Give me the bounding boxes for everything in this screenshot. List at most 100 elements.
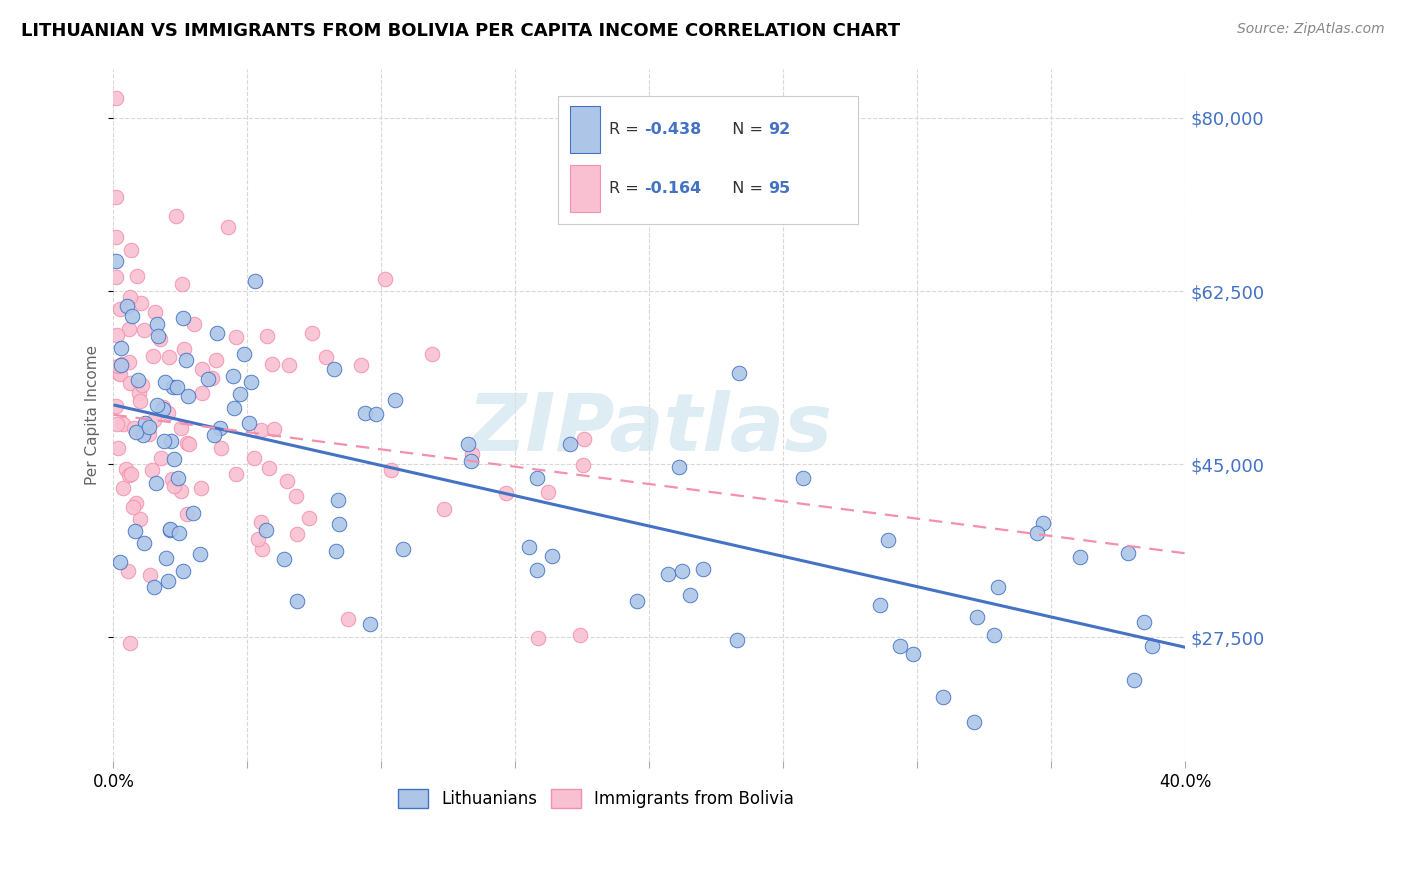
Point <box>115 300 138 314</box>
Point <box>149 332 172 346</box>
Point <box>263 422 285 436</box>
Point <box>285 593 308 607</box>
Point <box>118 355 141 369</box>
Point <box>692 562 714 576</box>
Point <box>146 398 169 412</box>
Point <box>132 535 155 549</box>
Point <box>337 612 360 626</box>
Point <box>301 326 323 341</box>
Point <box>359 616 381 631</box>
Point <box>540 549 562 563</box>
Point <box>1069 550 1091 565</box>
Point <box>159 522 181 536</box>
Point <box>172 565 194 579</box>
Point <box>569 628 592 642</box>
Point <box>671 564 693 578</box>
Point <box>201 371 224 385</box>
Point <box>107 359 129 373</box>
Point <box>111 357 134 371</box>
Point <box>572 432 595 446</box>
Point <box>225 467 247 482</box>
Point <box>159 523 181 537</box>
Point <box>460 453 482 467</box>
Point <box>127 373 149 387</box>
Point <box>177 436 200 450</box>
Point <box>558 437 581 451</box>
Text: LITHUANIAN VS IMMIGRANTS FROM BOLIVIA PER CAPITA INCOME CORRELATION CHART: LITHUANIAN VS IMMIGRANTS FROM BOLIVIA PE… <box>21 22 900 40</box>
Point <box>250 423 273 437</box>
Point <box>869 598 891 612</box>
Point <box>188 547 211 561</box>
Point <box>249 515 271 529</box>
Point <box>1032 516 1054 531</box>
Point <box>120 290 142 304</box>
Point <box>966 609 988 624</box>
Point <box>983 627 1005 641</box>
Point <box>138 567 160 582</box>
Point <box>209 442 232 456</box>
Point <box>725 633 748 648</box>
Text: Source: ZipAtlas.com: Source: ZipAtlas.com <box>1237 22 1385 37</box>
Point <box>105 190 128 204</box>
Point <box>285 489 308 503</box>
Point <box>134 416 156 430</box>
Point <box>143 413 166 427</box>
Point <box>124 524 146 538</box>
Point <box>129 512 152 526</box>
Point <box>217 220 239 235</box>
Point <box>155 551 177 566</box>
Point <box>138 427 160 442</box>
Point <box>166 380 188 394</box>
Point <box>457 437 479 451</box>
Point <box>205 326 228 340</box>
Point <box>245 274 267 288</box>
Point <box>105 91 128 105</box>
Point <box>153 375 176 389</box>
Point <box>197 372 219 386</box>
Point <box>202 428 225 442</box>
Point <box>167 525 190 540</box>
Point <box>110 341 132 355</box>
Point <box>138 420 160 434</box>
Point <box>298 510 321 524</box>
Point <box>150 450 173 465</box>
Point <box>932 690 955 705</box>
Point <box>173 342 195 356</box>
Point <box>128 386 150 401</box>
Point <box>229 386 252 401</box>
Point <box>526 563 548 577</box>
Point <box>152 401 174 415</box>
Point <box>384 393 406 408</box>
Point <box>121 309 143 323</box>
Point <box>152 434 174 449</box>
Point <box>107 328 129 343</box>
Point <box>105 254 128 268</box>
Point <box>222 401 245 416</box>
Point <box>118 376 141 391</box>
Point <box>353 406 375 420</box>
Point <box>380 463 402 477</box>
Text: ZIPatlas: ZIPatlas <box>467 390 832 467</box>
Point <box>145 476 167 491</box>
Point <box>495 485 517 500</box>
Point <box>391 542 413 557</box>
Point <box>963 714 986 729</box>
Point <box>169 421 191 435</box>
Point <box>190 481 212 495</box>
Point <box>1025 526 1047 541</box>
Point <box>174 352 197 367</box>
Point <box>877 533 900 547</box>
Point <box>987 580 1010 594</box>
Point <box>1142 639 1164 653</box>
Point <box>315 350 337 364</box>
Point <box>1116 546 1139 560</box>
Point <box>232 346 254 360</box>
Point <box>128 394 150 409</box>
Point <box>170 277 193 291</box>
Point <box>792 471 814 485</box>
Point <box>120 467 142 482</box>
Point <box>108 301 131 316</box>
Point <box>117 322 139 336</box>
Point <box>125 425 148 439</box>
Point <box>526 631 548 645</box>
